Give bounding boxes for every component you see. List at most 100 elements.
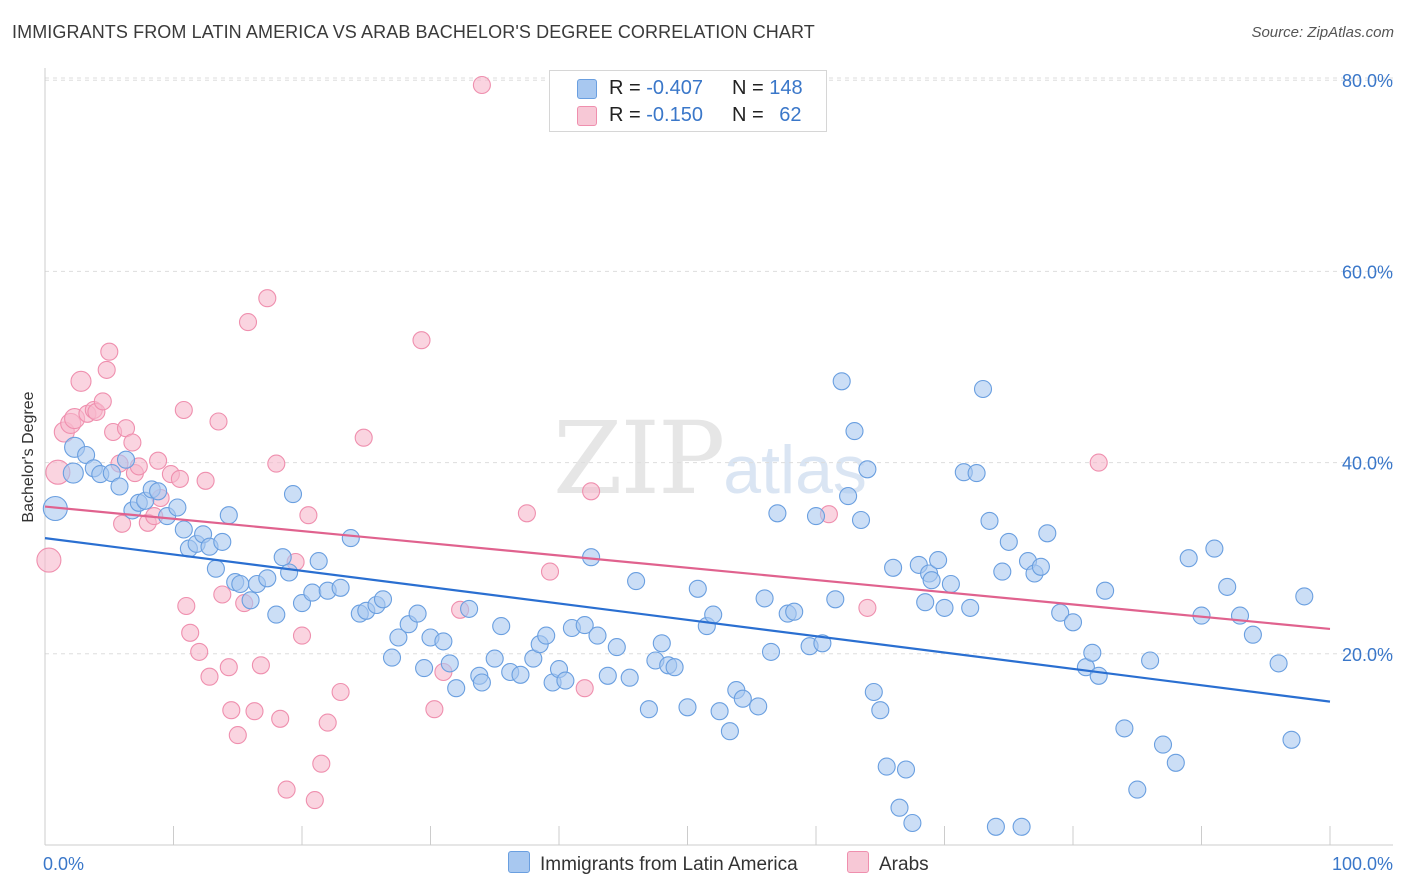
latin-america-point-37 (331, 578, 350, 597)
latin-america-point-50 (440, 654, 459, 673)
latin-america-point-54 (472, 673, 491, 692)
latin-america-point-55 (485, 649, 504, 668)
latin-america-point-58 (511, 665, 530, 684)
zipatlas-watermark: ZIPatlas (553, 400, 867, 517)
latin-america-point-46 (408, 604, 427, 623)
tick-labels: 20.0% 40.0% 60.0% 80.0% 0.0% 100.0% (43, 71, 1393, 874)
arabs-point-41 (267, 454, 286, 473)
latin-america-point-3 (77, 445, 96, 465)
latin-america-point-31 (280, 563, 299, 582)
arabs-point-60 (582, 482, 601, 501)
latin-america-point-13 (149, 482, 168, 501)
legend-n-latin-america: N = 148 (732, 77, 803, 99)
arabs-point-24 (170, 469, 189, 488)
latin-america-point-109 (916, 593, 935, 612)
latin-america-point-120 (986, 817, 1005, 836)
watermark-zip: ZIP (553, 400, 725, 517)
latin-america-point-91 (785, 602, 804, 621)
y-tick-label-80: 80.0% (1342, 71, 1393, 91)
latin-america-point-129 (1063, 613, 1083, 632)
arabs-point-43 (277, 780, 296, 799)
latin-america-point-83 (720, 722, 739, 741)
legend-r-latin-america: R = -0.407 (609, 77, 703, 99)
x-tick-label-100: 100.0% (1332, 854, 1393, 874)
bottom-legend-arabs[interactable]: Arabs (847, 851, 929, 876)
arabs-point-29 (196, 471, 215, 490)
latin-america-point-85 (733, 689, 752, 708)
latin-america-point-77 (665, 658, 684, 677)
latin-america-point-111 (922, 571, 941, 590)
series-latin-america-points (42, 372, 1314, 836)
latin-america-point-144 (1243, 625, 1262, 644)
latin-america-point-126 (1031, 557, 1050, 576)
arabs-point-62 (858, 598, 877, 617)
latin-america-point-135 (1128, 780, 1147, 799)
latin-america-point-113 (935, 598, 954, 617)
latin-america-point-131 (1083, 643, 1102, 662)
latin-america-point-8 (116, 450, 136, 469)
arabs-point-16 (123, 433, 142, 452)
y-tick-label-60: 60.0% (1342, 262, 1393, 282)
latin-america-point-127 (1038, 524, 1057, 543)
latin-america-point-112 (929, 551, 948, 570)
latin-america-point-52 (460, 599, 479, 618)
latin-america-point-29 (267, 605, 286, 624)
latin-america-point-101 (864, 682, 883, 702)
latin-america-point-118 (973, 379, 993, 399)
arabs-point-52 (412, 331, 431, 350)
source-credit[interactable]: Source: ZipAtlas.com (1251, 24, 1394, 41)
arabs-point-35 (228, 726, 247, 745)
latin-america-point-30 (273, 548, 292, 567)
bottom-legend-label-latin-america: Immigrants from Latin America (540, 854, 798, 875)
arabs-point-50 (331, 682, 350, 702)
arabs-point-57 (517, 504, 536, 523)
arabs-point-40 (258, 289, 277, 308)
latin-america-point-99 (851, 510, 871, 530)
latin-america-point-79 (688, 579, 707, 598)
latin-america-point-86 (749, 697, 768, 716)
latin-america-point-102 (871, 701, 890, 720)
latin-america-point-123 (1012, 817, 1031, 836)
latin-america-point-38 (341, 529, 360, 548)
latin-america-point-26 (241, 591, 260, 610)
latin-america-point-73 (639, 700, 658, 719)
series-arabs-points (36, 75, 1108, 810)
x-tick-label-0: 0.0% (43, 854, 84, 874)
latin-america-point-75 (652, 634, 671, 653)
arabs-point-5 (70, 370, 92, 392)
latin-america-point-61 (537, 626, 556, 645)
latin-america-point-107 (903, 813, 922, 833)
legend-swatch-arabs (577, 106, 597, 126)
arabs-point-49 (318, 713, 337, 732)
latin-america-point-122 (999, 532, 1018, 551)
bottom-legend-swatch-latin-america (508, 851, 530, 873)
latin-america-point-137 (1153, 735, 1173, 754)
legend-r-arabs: R = -0.150 (609, 104, 703, 126)
latin-america-point-64 (556, 671, 575, 690)
latin-america-point-21 (206, 559, 225, 578)
latin-america-point-69 (598, 666, 617, 685)
latin-america-point-93 (806, 507, 826, 526)
latin-america-point-42 (373, 590, 393, 609)
latin-america-point-70 (607, 638, 626, 657)
arabs-point-48 (312, 754, 331, 773)
arabs-point-31 (209, 412, 228, 431)
arabs-point-45 (292, 626, 312, 645)
bottom-legend-label-arabs: Arabs (879, 854, 929, 875)
latin-america-point-72 (627, 572, 646, 591)
arabs-point-9 (93, 392, 112, 411)
trend-line-arabs (44, 505, 1331, 631)
latin-america-point-117 (967, 464, 986, 483)
arabs-point-37 (238, 313, 258, 332)
latin-america-point-81 (704, 605, 723, 624)
latin-america-point-138 (1166, 753, 1185, 772)
latin-america-point-106 (896, 760, 916, 779)
arabs-point-38 (245, 702, 264, 721)
latin-america-point-82 (710, 702, 729, 721)
arabs-point-42 (271, 709, 290, 728)
trend-lines (44, 505, 1331, 703)
bottom-legend-latin-america[interactable]: Immigrants from Latin America (508, 851, 798, 876)
arabs-point-25 (174, 400, 193, 420)
arabs-point-30 (200, 667, 219, 686)
